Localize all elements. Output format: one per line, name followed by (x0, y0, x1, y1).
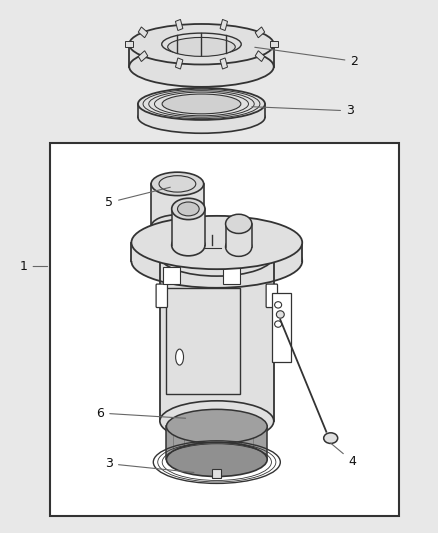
Bar (163, 266, 180, 284)
Bar (50, 143, 399, 516)
Ellipse shape (129, 24, 274, 64)
Text: 1: 1 (20, 260, 48, 273)
Bar (220, 19, 227, 30)
Ellipse shape (138, 88, 265, 120)
Ellipse shape (151, 172, 204, 196)
Polygon shape (131, 243, 302, 261)
Bar (176, 58, 183, 69)
Ellipse shape (138, 101, 265, 133)
Polygon shape (166, 426, 267, 459)
Ellipse shape (129, 46, 274, 87)
Bar (138, 51, 148, 61)
Ellipse shape (324, 433, 338, 443)
Ellipse shape (276, 311, 284, 318)
Ellipse shape (160, 401, 274, 441)
Text: 4: 4 (331, 443, 356, 467)
Bar (272, 293, 291, 362)
Ellipse shape (131, 216, 302, 269)
Ellipse shape (172, 229, 183, 235)
Text: 3: 3 (252, 104, 354, 117)
Text: 6: 6 (96, 407, 186, 419)
Ellipse shape (172, 235, 205, 256)
Bar (255, 27, 265, 38)
FancyBboxPatch shape (156, 284, 167, 308)
Bar (223, 266, 240, 284)
Text: 2: 2 (255, 47, 358, 68)
Ellipse shape (166, 442, 267, 477)
Bar (220, 58, 227, 69)
Ellipse shape (151, 215, 204, 238)
Ellipse shape (181, 215, 191, 222)
Ellipse shape (131, 235, 302, 288)
Bar (255, 51, 265, 61)
Polygon shape (129, 44, 274, 67)
FancyBboxPatch shape (266, 284, 278, 308)
Bar (212, 469, 221, 478)
Bar (166, 288, 240, 394)
Polygon shape (226, 224, 252, 247)
Bar (138, 27, 148, 38)
Ellipse shape (226, 237, 252, 256)
Polygon shape (151, 184, 204, 227)
Ellipse shape (177, 202, 199, 216)
Bar (125, 41, 133, 47)
Text: 5: 5 (105, 187, 170, 209)
Ellipse shape (176, 349, 184, 365)
Ellipse shape (226, 214, 252, 233)
Bar (176, 19, 183, 30)
Ellipse shape (172, 198, 205, 220)
Polygon shape (172, 209, 205, 245)
Polygon shape (160, 256, 274, 421)
Ellipse shape (162, 33, 241, 55)
Bar (270, 41, 278, 47)
Ellipse shape (162, 94, 241, 114)
Ellipse shape (160, 236, 274, 276)
Text: 3: 3 (105, 457, 194, 472)
Ellipse shape (166, 409, 267, 443)
Ellipse shape (168, 37, 235, 56)
Polygon shape (138, 104, 265, 117)
